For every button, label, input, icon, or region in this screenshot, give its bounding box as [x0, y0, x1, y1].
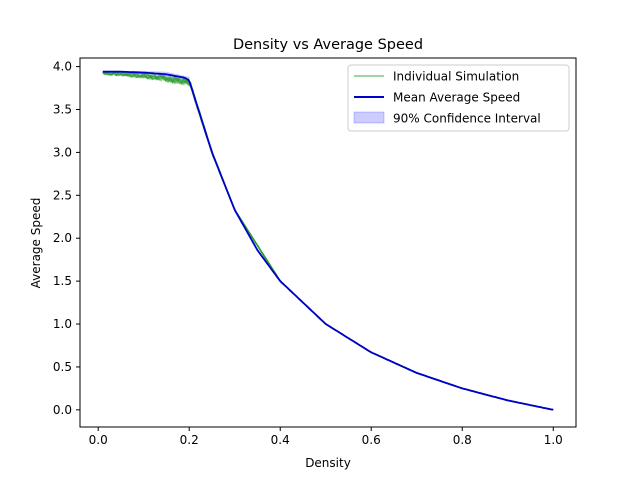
- y-tick-label: 1.5: [53, 274, 72, 288]
- y-tick-label: 3.0: [53, 145, 72, 159]
- x-axis: 0.0 0.2 0.4 0.6 0.8 1.0: [89, 427, 563, 447]
- y-tick-label: 2.5: [53, 188, 72, 202]
- y-tick-label: 3.5: [53, 102, 72, 116]
- x-axis-label: Density: [305, 456, 351, 470]
- y-tick-label: 1.0: [53, 317, 72, 331]
- chart-title: Density vs Average Speed: [233, 37, 423, 53]
- legend-box: [347, 64, 570, 132]
- plot-area: [102, 70, 554, 411]
- y-tick-label: 4.0: [53, 60, 72, 74]
- x-tick-label: 0.6: [362, 433, 381, 447]
- legend-label-individual-simulation: Individual Simulation: [393, 70, 519, 84]
- x-tick-label: 0.4: [271, 433, 290, 447]
- legend-label-mean-average-speed: Mean Average Speed: [393, 91, 520, 105]
- legend-label-confidence-interval: 90% Confidence Interval: [393, 112, 541, 126]
- x-tick-label: 1.0: [544, 433, 563, 447]
- y-axis: 0.0 0.5 1.0 1.5 2.0 2.5 3.0 3.5 4.0: [53, 60, 80, 417]
- mean-average-speed-line: [102, 70, 554, 411]
- x-tick-label: 0.0: [89, 433, 108, 447]
- y-tick-label: 0.5: [53, 360, 72, 374]
- y-axis-label: Average Speed: [29, 198, 43, 289]
- legend: Individual Simulation Mean Average Speed…: [347, 64, 570, 132]
- y-tick-label: 0.0: [53, 403, 72, 417]
- x-tick-label: 0.8: [453, 433, 472, 447]
- x-tick-label: 0.2: [180, 433, 199, 447]
- y-tick-label: 2.0: [53, 231, 72, 245]
- axes-frame: [79, 57, 577, 428]
- legend-swatch-confidence-interval: [353, 111, 385, 124]
